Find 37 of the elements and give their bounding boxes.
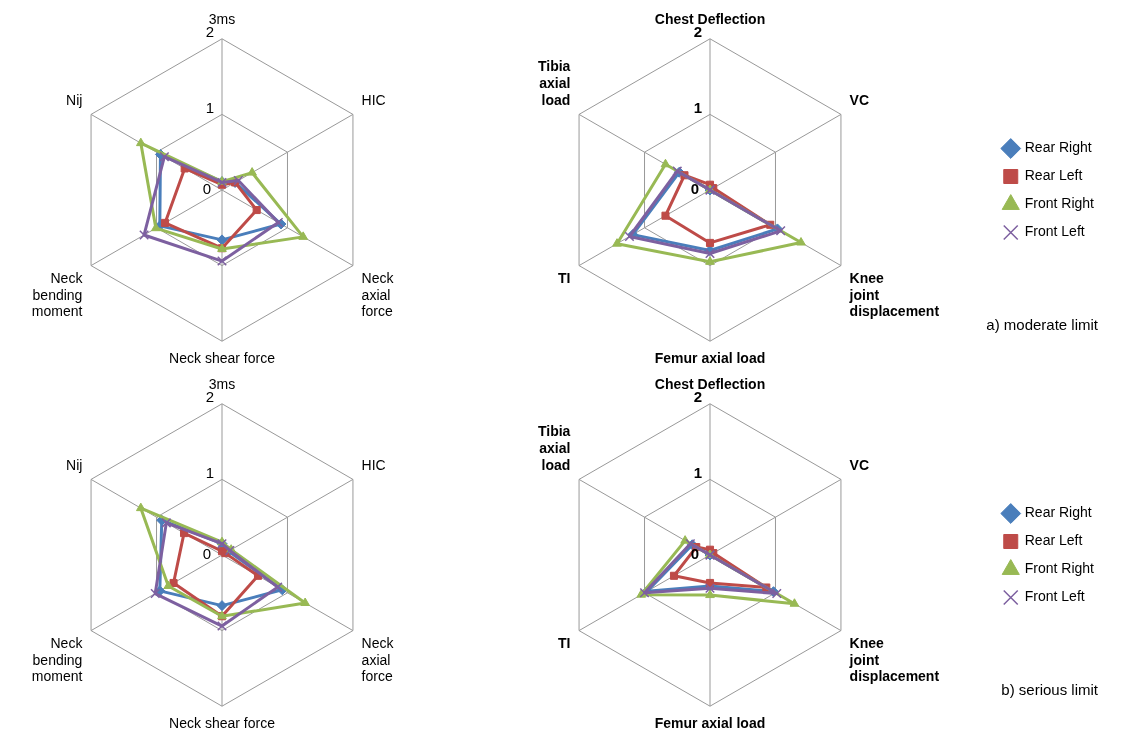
y-tick-label: 0	[202, 545, 211, 563]
legend-label: Front Left	[1024, 223, 1085, 240]
spoke-label: Neck shear force	[169, 715, 276, 732]
spoke-label: Knee joint displacement	[848, 634, 940, 685]
y-tick-label: 1	[205, 99, 214, 117]
spoke-label: VC	[849, 456, 870, 473]
legend-label: Front Left	[1024, 588, 1085, 605]
y-tick-label: 1	[693, 464, 702, 482]
text: b) serious limit	[1001, 681, 1098, 698]
spoke-label: Femur axial load	[654, 350, 766, 367]
spoke-label: VC	[849, 91, 870, 108]
spoke-label: HIC	[361, 91, 386, 108]
legend-label: Rear Right	[1024, 139, 1092, 156]
legend-label: Front Right	[1024, 560, 1095, 577]
spoke-label: Nij	[66, 91, 83, 108]
spoke-label: HIC	[361, 456, 386, 473]
spoke-label: Tibia axial load	[537, 58, 571, 108]
spoke-label: TI	[557, 269, 571, 286]
spoke-label: Neck bending moment	[31, 269, 84, 320]
legend-label: Rear Right	[1024, 504, 1092, 521]
spoke-label: Neck axial force	[361, 634, 395, 685]
legend-label: Front Right	[1024, 195, 1095, 212]
spoke-label: Knee joint displacement	[848, 269, 940, 320]
spoke-label: Femur axial load	[654, 715, 766, 732]
spoke-label: Neck axial force	[361, 269, 395, 320]
legend-label: Rear Left	[1024, 532, 1083, 549]
y-tick-label: 1	[205, 464, 214, 482]
y-tick-label: 0	[690, 180, 699, 198]
text: a) moderate limit	[986, 316, 1098, 333]
spoke-label: Nij	[66, 456, 83, 473]
y-tick-label: 0	[202, 180, 211, 198]
spoke-label: Tibia axial load	[537, 423, 571, 473]
legend-label: Rear Left	[1024, 167, 1083, 184]
spoke-label: Neck bending moment	[31, 634, 84, 685]
y-tick-label: 1	[693, 99, 702, 117]
spoke-label: TI	[557, 634, 571, 651]
spoke-label: Neck shear force	[169, 350, 276, 367]
